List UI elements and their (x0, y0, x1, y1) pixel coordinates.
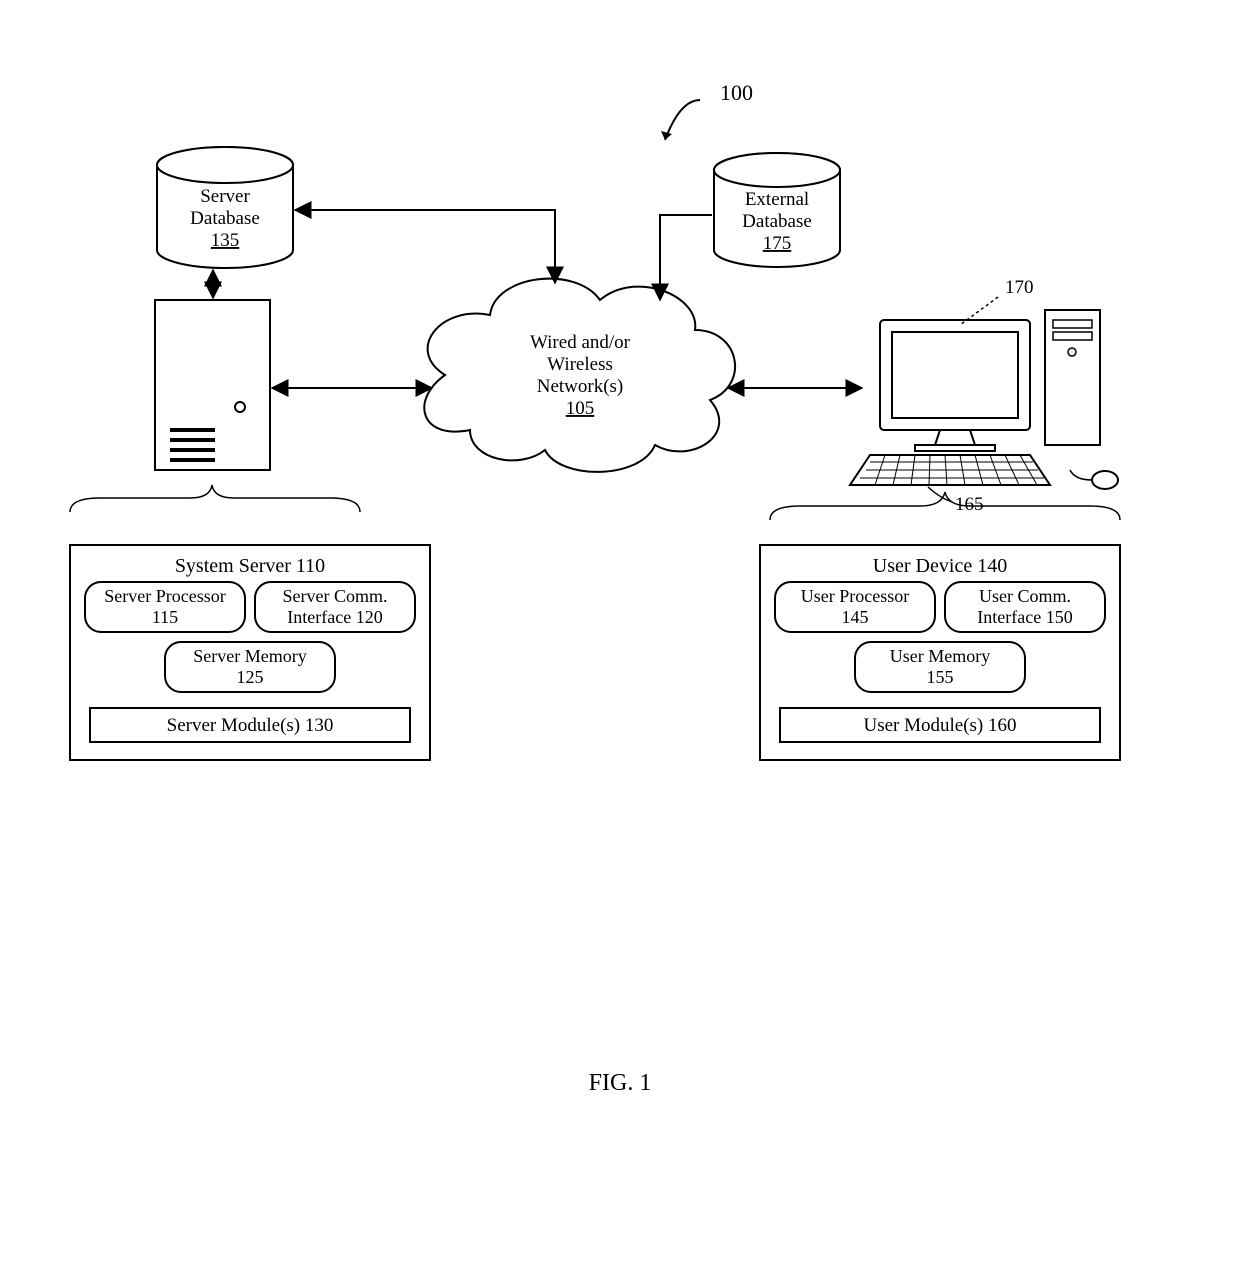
server-db-line2: Database (190, 208, 260, 229)
user-comm-l2: Interface 150 (977, 607, 1072, 627)
user-device-panel: User Device 140 User Processor 145 User … (760, 545, 1120, 760)
server-db-number: 135 (211, 230, 240, 251)
server-box-title: System Server 110 (175, 555, 325, 577)
server-database-icon: Server Database 135 (157, 147, 293, 268)
external-database-icon: External Database 175 (714, 153, 840, 267)
user-pc-icon (850, 310, 1118, 489)
user-comm-l1: User Comm. (979, 586, 1071, 606)
server-proc-l2: 115 (152, 607, 178, 627)
cloud-number: 105 (566, 398, 595, 419)
server-proc-l1: Server Processor (104, 586, 225, 606)
user-mem-l1: User Memory (890, 646, 990, 666)
cloud-line3: Network(s) (537, 376, 624, 397)
server-tower-icon (155, 300, 270, 470)
figure-1-diagram: 100 Server Database 135 External Databas… (0, 0, 1240, 1286)
ref-100: 100 (661, 80, 753, 140)
server-modules: Server Module(s) 130 (167, 715, 334, 736)
cloud-line2: Wireless (547, 354, 613, 375)
user-proc-l1: User Processor (801, 586, 909, 606)
ref-170: 170 (960, 277, 1034, 325)
server-mem-l2: 125 (237, 667, 264, 687)
user-box-title: User Device 140 (873, 555, 1007, 577)
server-db-line1: Server (200, 186, 250, 207)
figure-caption: FIG. 1 (589, 1070, 652, 1096)
user-proc-l2: 145 (842, 607, 869, 627)
system-server-panel: System Server 110 Server Processor 115 S… (70, 545, 430, 760)
ext-db-line2: Database (742, 211, 812, 232)
brace-right (770, 492, 1120, 520)
network-cloud-icon: Wired and/or Wireless Network(s) 105 (424, 279, 735, 472)
server-mem-l1: Server Memory (193, 646, 306, 666)
ref-165: 165 (928, 487, 984, 515)
ref-170-text: 170 (1005, 277, 1034, 298)
server-comm-l2: Interface 120 (287, 607, 382, 627)
edge-serverdb-cloud (295, 210, 555, 283)
ext-db-number: 175 (763, 233, 792, 254)
brace-left (70, 485, 360, 512)
edge-extdb-cloud (660, 215, 712, 300)
ext-db-line1: External (745, 189, 809, 210)
cloud-line1: Wired and/or (530, 332, 631, 353)
ref-100-text: 100 (720, 80, 753, 105)
user-modules: User Module(s) 160 (863, 715, 1016, 736)
server-comm-l1: Server Comm. (283, 586, 388, 606)
user-mem-l2: 155 (927, 667, 954, 687)
